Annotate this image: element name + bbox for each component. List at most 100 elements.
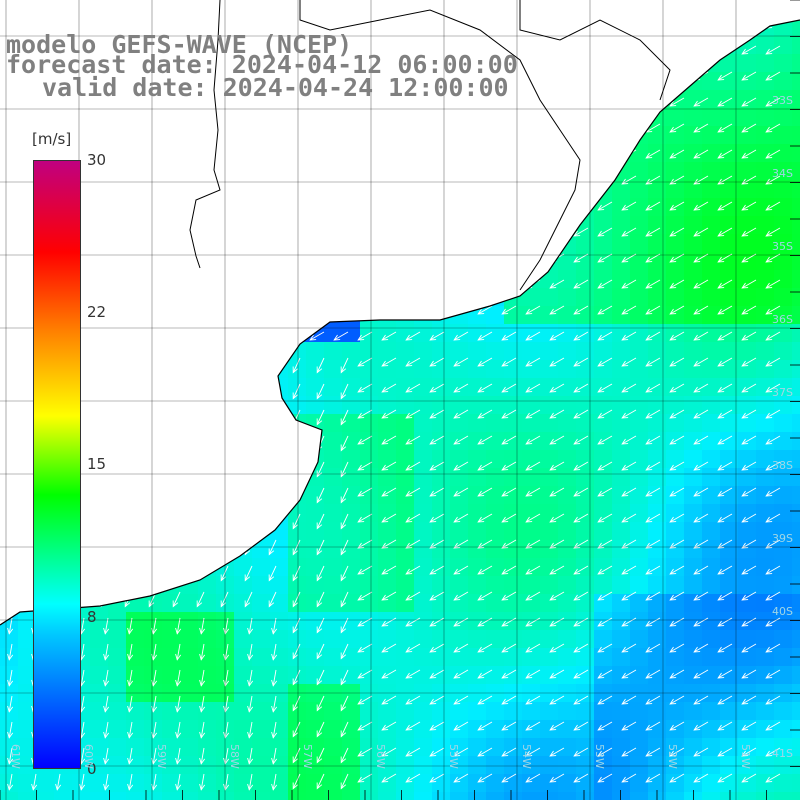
- wind-cell: [612, 306, 631, 325]
- wind-arrow: [340, 773, 349, 790]
- wind-arrow: [717, 643, 733, 653]
- wind-cell: [252, 486, 271, 505]
- wind-arrow: [117, 175, 133, 185]
- wind-cell: [666, 288, 685, 307]
- wind-arrow: [292, 643, 301, 660]
- wind-cell: [378, 270, 397, 289]
- wind-arrow: [429, 513, 445, 523]
- wind-cell: [396, 162, 415, 181]
- wind-cell: [288, 648, 307, 667]
- wind-cell: [630, 630, 649, 649]
- wind-cell: [702, 414, 721, 433]
- wind-arrow: [196, 591, 205, 608]
- wind-cell: [198, 234, 217, 253]
- wind-cell: [306, 378, 325, 397]
- wind-cell: [288, 630, 307, 649]
- wind-cell: [720, 216, 739, 235]
- wind-cell: [90, 576, 109, 595]
- wind-cell: [756, 702, 775, 721]
- wind-arrow: [429, 487, 445, 497]
- wind-cell: [756, 234, 775, 253]
- wind-cell: [522, 288, 541, 307]
- wind-cell: [72, 774, 91, 793]
- wind-cell: [486, 306, 505, 325]
- wind-cell: [396, 666, 415, 685]
- wind-arrow: [117, 279, 133, 289]
- wind-cell: [126, 288, 145, 307]
- wind-cell: [468, 540, 487, 559]
- wind-cell: [540, 144, 559, 163]
- wind-arrow: [268, 591, 277, 608]
- wind-cell: [414, 594, 433, 613]
- wind-arrow: [429, 20, 445, 29]
- wind-cell: [108, 720, 127, 739]
- wind-cell: [558, 612, 577, 631]
- wind-arrow: [573, 565, 589, 575]
- wind-arrow: [525, 487, 541, 497]
- wind-arrow: [741, 695, 757, 705]
- wind-cell: [630, 0, 649, 19]
- wind-cell: [576, 288, 595, 307]
- wind-cell: [324, 198, 343, 217]
- wind-cell: [144, 504, 163, 523]
- wind-cell: [504, 774, 523, 793]
- wind-arrow: [501, 669, 517, 679]
- wind-cell: [774, 396, 793, 415]
- wind-cell: [720, 630, 739, 649]
- wind-cell: [396, 612, 415, 631]
- wind-cell: [288, 774, 307, 793]
- wind-cell: [594, 522, 613, 541]
- wind-arrow: [381, 773, 397, 783]
- wind-cell: [432, 288, 451, 307]
- wind-cell: [252, 234, 271, 253]
- wind-arrow: [405, 383, 421, 393]
- wind-cell: [108, 630, 127, 649]
- wind-cell: [720, 162, 739, 181]
- wind-cell: [594, 630, 613, 649]
- wind-cell: [558, 36, 577, 55]
- wind-cell: [324, 612, 343, 631]
- wind-cell: [378, 540, 397, 559]
- wind-cell: [432, 774, 451, 793]
- wind-cell: [576, 306, 595, 325]
- wind-arrow: [405, 409, 421, 419]
- wind-arrow: [549, 565, 565, 575]
- wind-cell: [108, 360, 127, 379]
- wind-cell: [270, 234, 289, 253]
- wind-cell: [756, 792, 775, 800]
- wind-arrow: [247, 747, 254, 765]
- wind-arrow: [237, 331, 253, 341]
- wind-arrow: [213, 331, 229, 341]
- wind-arrow: [141, 305, 157, 315]
- wind-arrow: [453, 227, 469, 237]
- wind-cell: [234, 468, 253, 487]
- wind-arrow: [741, 97, 757, 107]
- wind-cell: [288, 612, 307, 631]
- wind-arrow: [309, 279, 325, 289]
- wind-cell: [594, 648, 613, 667]
- wind-cell: [522, 504, 541, 523]
- wind-cell: [774, 72, 793, 91]
- wind-cell: [684, 198, 703, 217]
- wind-arrow: [175, 617, 182, 635]
- wind-arrow: [220, 513, 229, 530]
- wind-cell: [720, 522, 739, 541]
- wind-cell: [486, 324, 505, 343]
- wind-cell: [684, 162, 703, 181]
- wind-cell: [198, 216, 217, 235]
- wind-cell: [774, 108, 793, 127]
- wind-arrow: [213, 305, 229, 315]
- wind-arrow: [669, 721, 685, 731]
- wind-cell: [594, 20, 613, 37]
- wind-arrow: [621, 20, 637, 29]
- wind-cell: [324, 648, 343, 667]
- wind-cell: [198, 630, 217, 649]
- wind-cell: [432, 0, 451, 19]
- wind-arrow: [597, 591, 613, 601]
- wind-cell: [666, 54, 685, 73]
- wind-arrow: [645, 383, 661, 393]
- wind-arrow: [621, 747, 637, 757]
- wind-cell: [306, 504, 325, 523]
- wind-arrow: [316, 409, 325, 426]
- wind-cell: [234, 504, 253, 523]
